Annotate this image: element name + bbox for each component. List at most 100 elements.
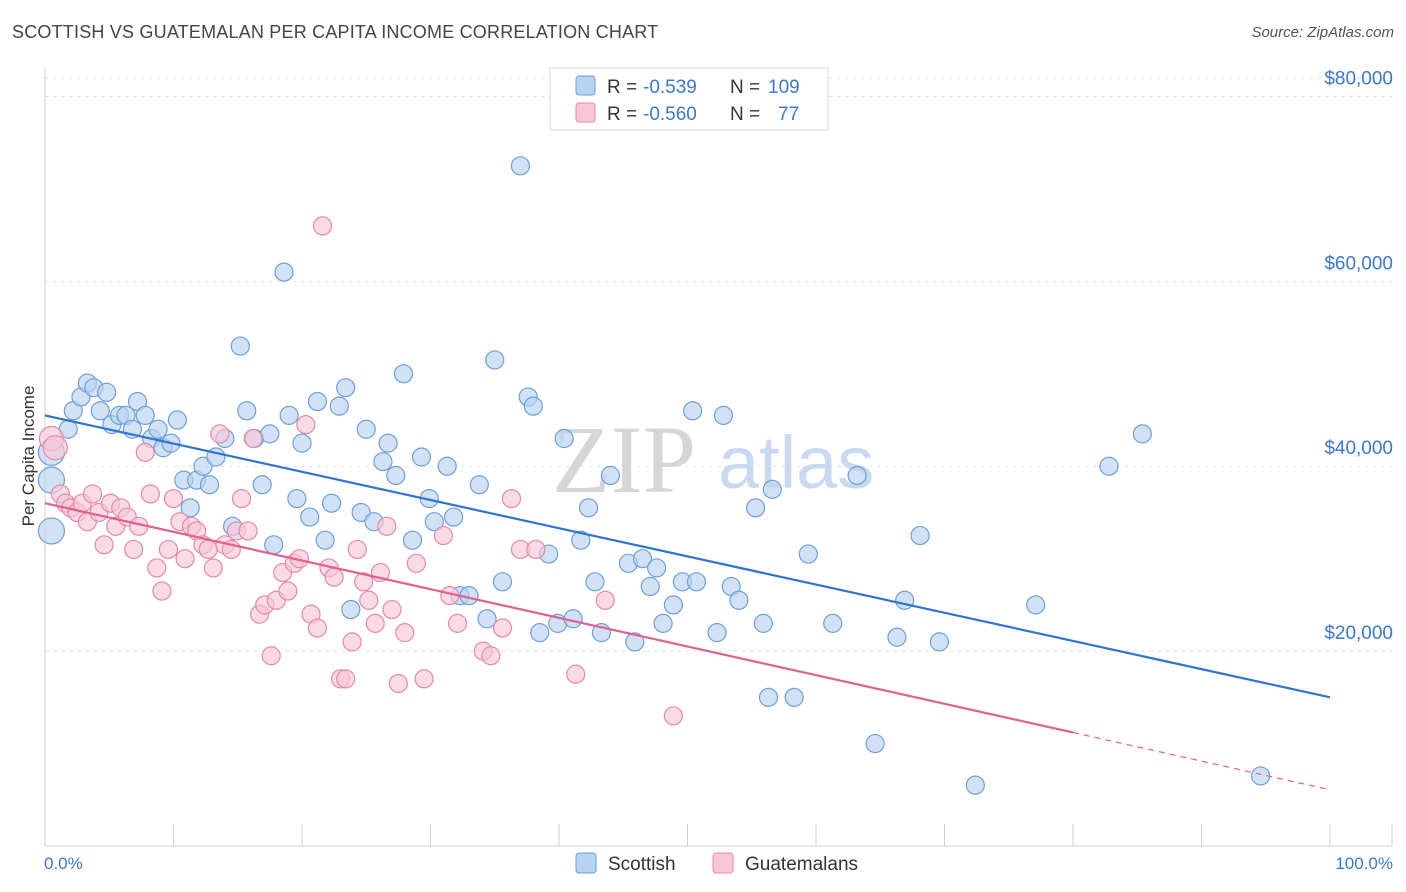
stats-legend: R = -0.539 N = 109 R = -0.560 N = 77 [549, 67, 829, 131]
guatemalan-points [38, 216, 683, 726]
n-value-guatemalan: 77 [778, 104, 799, 125]
scottish-point [260, 424, 280, 444]
scottish-point [424, 512, 444, 532]
legend-guatemalans-swatch [712, 852, 734, 874]
guatemalan-point [238, 521, 258, 541]
guatemalan-point [395, 623, 415, 643]
guatemalan-point [124, 539, 144, 560]
trend-lines [44, 414, 1331, 791]
scottish-point [336, 378, 356, 398]
scottish-point [847, 465, 867, 486]
legend-scottish-label: Scottish [608, 854, 676, 875]
scottish-point [1099, 456, 1119, 476]
scottish-point [37, 517, 66, 545]
scottish-point [444, 507, 464, 527]
r-label-guatemalan: R = [607, 104, 637, 125]
scottish-point [1132, 424, 1152, 444]
scottish-point [292, 433, 312, 453]
r-value-scottish: -0.539 [643, 77, 697, 98]
guatemalan-point [140, 484, 160, 504]
y-tick-label: $60,000 [1324, 253, 1393, 274]
guatemalan-point [663, 706, 683, 726]
scottish-point [386, 465, 406, 486]
scottish-point [965, 775, 985, 795]
guatemalan-point [447, 613, 468, 633]
scottish-point [167, 410, 187, 430]
scottish-point [647, 558, 667, 578]
scottish-point [274, 262, 294, 282]
scottish-point [411, 447, 432, 467]
scottish-point [252, 475, 272, 495]
scottish-point [279, 405, 299, 426]
guatemalan-swatch [575, 102, 596, 123]
scottish-point [686, 572, 707, 592]
y-tick-label: $40,000 [1324, 438, 1393, 459]
scottish-point [798, 544, 818, 564]
scottish-point [895, 590, 915, 610]
scottish-point [469, 475, 489, 495]
scottish-point [329, 396, 349, 416]
guatemalan-point [481, 646, 501, 666]
scottish-point [230, 336, 250, 356]
n-label-guatemalan: N = [730, 104, 760, 125]
scottish-point [632, 549, 653, 569]
guatemalan-point [203, 558, 223, 578]
scottish-point [663, 595, 683, 615]
guatemalan-point [82, 484, 103, 504]
scottish-point [729, 590, 749, 610]
scottish-swatch [575, 75, 596, 96]
scottish-point [437, 456, 457, 476]
y-tick-labels: $20,000 $40,000 $60,000 $80,000 [1324, 68, 1393, 644]
guatemalan-point [152, 581, 172, 601]
scottish-point [393, 364, 414, 384]
guatemalan-point [365, 613, 385, 633]
scottish-point [683, 401, 703, 421]
x-tick-label-min: 0.0% [44, 854, 83, 873]
scottish-point [554, 428, 574, 449]
y-axis-label: Per Capita Income [19, 386, 38, 527]
scottish-point [762, 479, 782, 499]
guatemalan-point [307, 618, 328, 638]
guatemalan-point [232, 488, 252, 509]
watermark-zip: ZIP [552, 406, 696, 513]
scottish-point [578, 498, 599, 518]
scottish-point [485, 350, 505, 370]
y-tick-label: $20,000 [1324, 623, 1393, 644]
guatemalan-point [278, 581, 298, 601]
guatemalan-point [342, 632, 362, 652]
scottish-point [600, 465, 621, 486]
scottish-point [865, 733, 885, 754]
scottish-point [307, 391, 328, 412]
scottish-trend-line [44, 414, 1331, 699]
guatemalan-point [147, 558, 167, 578]
scottish-point [237, 401, 257, 421]
guatemalan-point [198, 539, 218, 560]
legend-guatemalans-label: Guatemalans [745, 854, 858, 875]
guatemalan-point [243, 428, 263, 449]
scottish-point [910, 525, 930, 546]
scottish-point [492, 572, 513, 592]
scottish-point [193, 456, 213, 476]
guatemalan-point [433, 525, 453, 546]
guatemalan-point [388, 673, 408, 694]
scottish-point [784, 687, 804, 707]
guatemalan-point [406, 553, 426, 573]
r-value-guatemalan: -0.560 [643, 104, 697, 125]
scottish-point [341, 599, 361, 620]
series-legend: Scottish Guatemalans [575, 852, 858, 875]
scottish-point [321, 493, 342, 513]
guatemalan-point [526, 539, 546, 560]
scottish-point [887, 627, 907, 647]
scottish-point [199, 475, 220, 495]
scottish-point [1026, 595, 1046, 615]
guatemalan-point [347, 539, 367, 560]
guatemalan-point [566, 664, 586, 684]
scottish-point [300, 507, 320, 527]
guatemalan-point [359, 590, 379, 610]
scottish-point [585, 572, 605, 592]
guatemalan-trend-line [44, 502, 1074, 734]
scottish-point [707, 623, 727, 643]
scottish-point [571, 530, 591, 550]
guatemalan-point [354, 572, 374, 592]
scottish-point [356, 419, 376, 439]
